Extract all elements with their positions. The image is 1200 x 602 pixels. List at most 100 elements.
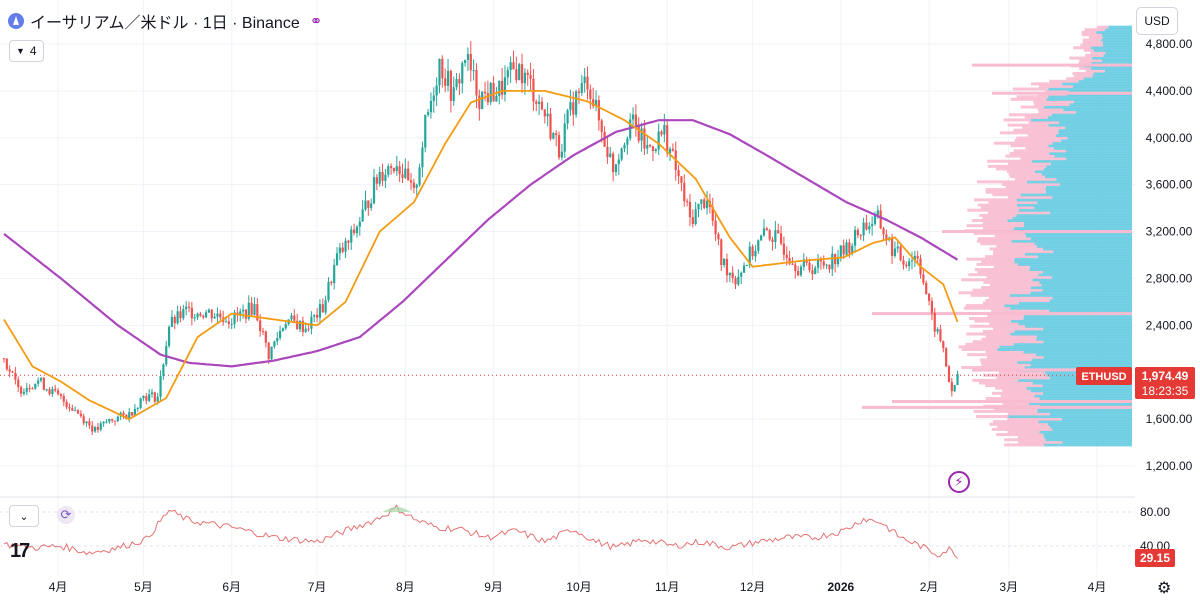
vp-up-bar — [1044, 435, 1132, 439]
rsi-collapse-button[interactable]: ⌄ — [9, 505, 39, 527]
lightning-icon[interactable]: ⚡ — [948, 471, 970, 493]
vp-down-bar — [1045, 90, 1069, 94]
candle-body — [167, 326, 171, 346]
rsi-overbought-fill — [382, 506, 412, 512]
vp-up-bar — [1025, 234, 1132, 238]
vp-down-bar — [974, 319, 1011, 323]
vp-down-bar — [985, 396, 1040, 400]
candle-body — [338, 247, 341, 254]
vp-up-bar — [1093, 72, 1132, 76]
time-axis[interactable]: 4月 5月 6月 7月 8月 9月 10月 11月 12月 2026 2月 3月 4月 — [49, 580, 1107, 594]
candle-body — [367, 200, 370, 208]
symbol-title[interactable]: イーサリアム／米ドル · 1日 · Binance — [30, 15, 300, 32]
candle-body — [586, 76, 589, 90]
candle-body — [472, 70, 475, 72]
candle-body — [190, 307, 193, 319]
vp-down-bar — [971, 219, 1008, 223]
vp-down-bar — [981, 337, 1036, 341]
vp-down-bar — [981, 363, 1031, 367]
vp-up-bar — [1046, 97, 1132, 101]
bar-countdown: 18:23:35 — [1142, 384, 1189, 398]
vp-up-bar — [1031, 159, 1132, 163]
vp-down-bar — [1008, 162, 1051, 166]
candle-body — [543, 109, 546, 117]
candle-body — [68, 407, 71, 409]
vp-down-bar — [983, 226, 1015, 230]
candle-body — [930, 300, 934, 313]
candle-body — [412, 182, 415, 188]
candle-body — [156, 396, 159, 402]
candle-body — [219, 313, 222, 318]
vp-down-bar — [862, 405, 1132, 409]
vp-up-bar — [1024, 324, 1132, 328]
candle-body — [822, 261, 825, 266]
candle-body — [754, 250, 757, 257]
vp-down-bar — [968, 317, 1024, 321]
candle-body — [705, 201, 709, 209]
vp-down-bar — [1010, 97, 1047, 101]
candle-body — [592, 99, 595, 107]
candle-body — [204, 312, 208, 318]
vp-down-bar — [992, 193, 1021, 197]
gear-icon[interactable]: ⚙ — [1157, 580, 1172, 597]
candle-body — [657, 131, 660, 150]
vp-up-bar — [1035, 353, 1132, 357]
vp-up-bar — [1004, 304, 1132, 308]
vp-down-bar — [1020, 105, 1044, 109]
refresh-icon[interactable]: ⟳ — [57, 506, 75, 524]
indicator-toggle[interactable]: ▼ 4 — [9, 40, 44, 62]
candle-body — [640, 128, 643, 141]
candle-body — [646, 144, 649, 149]
price-axis[interactable]: 4,800.00 4,400.00 4,000.00 3,600.00 3,200.00… — [1146, 37, 1193, 473]
candle-body — [620, 148, 623, 160]
vp-down-bar — [1000, 394, 1035, 398]
candle-body — [882, 228, 885, 235]
vp-down-bar — [1073, 74, 1093, 78]
candle-body — [429, 100, 433, 113]
vp-down-bar — [993, 249, 1054, 253]
vp-down-bar — [1079, 66, 1091, 70]
currency-selector[interactable]: USD — [1136, 7, 1178, 35]
vp-up-bar — [1044, 175, 1132, 179]
vp-down-bar — [1024, 115, 1048, 119]
vp-up-bar — [1017, 360, 1132, 364]
candle-body — [865, 222, 868, 230]
vp-up-bar — [1065, 126, 1132, 130]
candle-body — [54, 388, 57, 391]
candle-body — [395, 166, 398, 172]
candle-body — [475, 70, 478, 96]
time-tick-label: 12月 — [740, 580, 765, 594]
vp-down-bar — [973, 409, 1038, 413]
vp-down-bar — [966, 257, 1015, 261]
candle-body — [39, 377, 43, 381]
chart-header[interactable]: イーサリアム／米ドル · 1日 · Binance ⚭ — [8, 9, 322, 33]
candle-body — [617, 159, 620, 165]
vp-up-bar — [1049, 425, 1132, 429]
candle-body — [296, 320, 299, 330]
candle-body — [210, 309, 213, 319]
candle-body — [694, 209, 697, 225]
candle-body — [59, 394, 63, 396]
tradingview-logo-icon[interactable]: 17 — [10, 540, 30, 562]
current-price-label: ETHUSD 1,974.49 18:23:35 — [1076, 367, 1195, 399]
vp-down-bar — [966, 224, 1024, 228]
candle-body — [816, 259, 820, 268]
vp-down-bar — [961, 278, 1033, 282]
candle-body — [731, 272, 734, 279]
vp-up-bar — [1023, 350, 1132, 354]
vp-up-bar — [1049, 151, 1132, 155]
vp-down-bar — [987, 164, 1047, 168]
vp-down-bar — [1010, 144, 1049, 148]
candle-body — [444, 78, 447, 86]
candle-body — [241, 309, 245, 312]
candle-body — [17, 379, 20, 388]
vp-down-bar — [996, 433, 1044, 437]
share-icon[interactable]: ⚭ — [309, 13, 323, 30]
candle-body — [150, 392, 154, 395]
time-tick-label: 4月 — [49, 580, 68, 594]
vp-down-bar — [965, 342, 1014, 346]
candle-body — [401, 174, 404, 178]
vp-up-bar — [1039, 396, 1132, 400]
